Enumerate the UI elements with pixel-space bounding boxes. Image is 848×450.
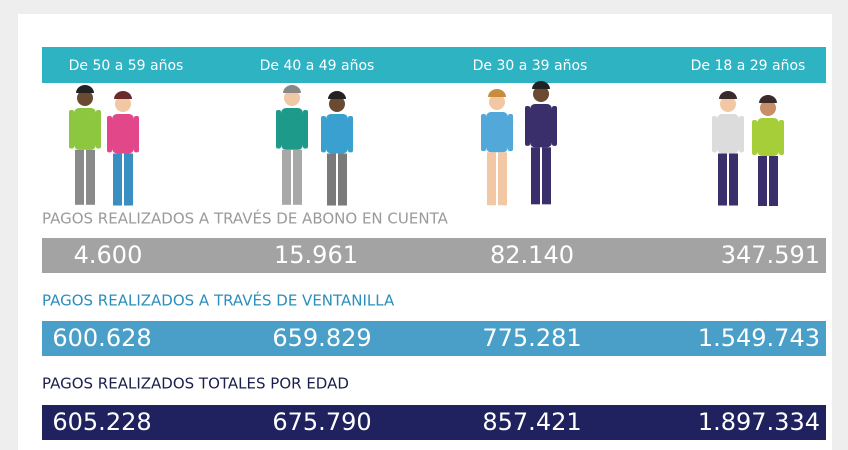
page: De 50 a 59 años De 40 a 49 años De 30 a …: [0, 0, 848, 450]
person-shape: [281, 108, 303, 150]
person-shape: [276, 110, 281, 149]
value: 1.897.334: [698, 408, 820, 436]
person-shape: [757, 118, 779, 156]
value: 600.628: [52, 324, 151, 352]
age-group: De 30 a 39 años: [473, 58, 588, 74]
person-shape: [542, 147, 551, 204]
person-shape: [338, 154, 347, 206]
person-shape: [481, 114, 486, 151]
person-shape: [525, 106, 530, 146]
value: 605.228: [52, 408, 151, 436]
value: 775.281: [482, 324, 581, 352]
person-shape: [124, 154, 133, 206]
age-group: De 50 a 59 años: [69, 58, 184, 74]
value: 15.961: [274, 241, 358, 269]
person-shape: [498, 152, 507, 205]
value: 347.591: [721, 241, 820, 269]
person-shape: [134, 116, 139, 152]
person-shape: [530, 104, 552, 147]
person-shape: [718, 154, 727, 206]
person-shape: [758, 156, 767, 206]
person-shape: [508, 114, 513, 151]
person-shape: [303, 110, 308, 149]
value: 857.421: [482, 408, 581, 436]
person-shape: [779, 120, 784, 155]
section-title: PAGOS REALIZADOS A TRAVÉS DE VENTANILLA: [42, 291, 395, 310]
person-shape: [769, 156, 778, 206]
person-shape: [282, 150, 291, 205]
person-shape: [712, 116, 717, 152]
person-shape: [293, 150, 302, 205]
value: 1.549.743: [698, 324, 820, 352]
person-shape: [729, 154, 738, 206]
person-shape: [739, 116, 744, 152]
value: 4.600: [74, 241, 143, 269]
age-group: De 40 a 49 años: [260, 58, 375, 74]
person-shape: [75, 150, 84, 205]
person-shape: [717, 114, 739, 154]
person-shape: [752, 120, 757, 155]
person-shape: [487, 152, 496, 205]
person-shape: [96, 110, 101, 149]
person-shape: [69, 110, 74, 149]
section-title: PAGOS REALIZADOS A TRAVÉS DE ABONO EN CU…: [42, 209, 449, 228]
infographic: De 50 a 59 años De 40 a 49 años De 30 a …: [0, 0, 848, 450]
value-bar: [42, 238, 826, 273]
value: 675.790: [272, 408, 371, 436]
age-group: De 18 a 29 años: [691, 58, 806, 74]
person-shape: [326, 114, 348, 154]
person-shape: [113, 154, 122, 206]
person-shape: [86, 150, 95, 205]
person-shape: [321, 116, 326, 152]
value: 82.140: [490, 241, 574, 269]
person-shape: [112, 114, 134, 154]
person-shape: [327, 154, 336, 206]
person-shape: [74, 108, 96, 150]
person-shape: [486, 112, 508, 152]
person-shape: [107, 116, 112, 152]
value: 659.829: [272, 324, 371, 352]
person-shape: [552, 106, 557, 146]
person-shape: [531, 147, 540, 204]
person-shape: [348, 116, 353, 152]
section-title: PAGOS REALIZADOS TOTALES POR EDAD: [42, 375, 349, 393]
